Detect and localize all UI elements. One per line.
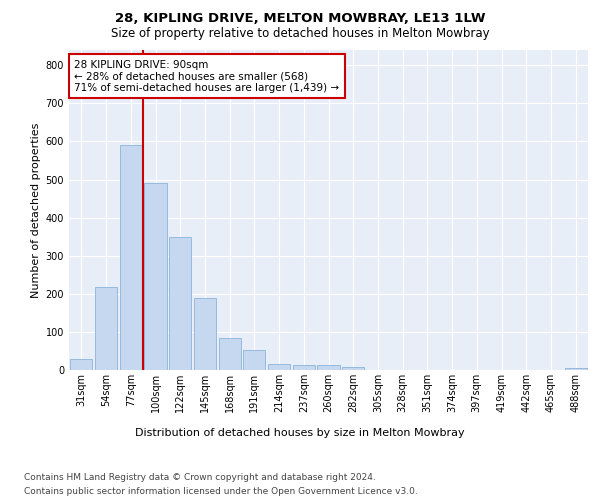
- Text: 28, KIPLING DRIVE, MELTON MOWBRAY, LE13 1LW: 28, KIPLING DRIVE, MELTON MOWBRAY, LE13 …: [115, 12, 485, 26]
- Text: 28 KIPLING DRIVE: 90sqm
← 28% of detached houses are smaller (568)
71% of semi-d: 28 KIPLING DRIVE: 90sqm ← 28% of detache…: [74, 60, 340, 93]
- Text: Distribution of detached houses by size in Melton Mowbray: Distribution of detached houses by size …: [135, 428, 465, 438]
- Bar: [218, 338, 241, 370]
- Bar: [565, 368, 587, 370]
- Text: Contains HM Land Registry data © Crown copyright and database right 2024.: Contains HM Land Registry data © Crown c…: [24, 472, 376, 482]
- Bar: [317, 365, 340, 370]
- Text: Contains public sector information licensed under the Open Government Licence v3: Contains public sector information licen…: [24, 488, 418, 496]
- Bar: [194, 298, 216, 370]
- Bar: [293, 365, 315, 370]
- Text: Size of property relative to detached houses in Melton Mowbray: Size of property relative to detached ho…: [110, 28, 490, 40]
- Bar: [95, 287, 117, 370]
- Bar: [342, 368, 364, 370]
- Bar: [243, 350, 265, 370]
- Bar: [70, 358, 92, 370]
- Y-axis label: Number of detached properties: Number of detached properties: [31, 122, 41, 298]
- Bar: [119, 145, 142, 370]
- Bar: [169, 236, 191, 370]
- Bar: [268, 364, 290, 370]
- Bar: [145, 184, 167, 370]
